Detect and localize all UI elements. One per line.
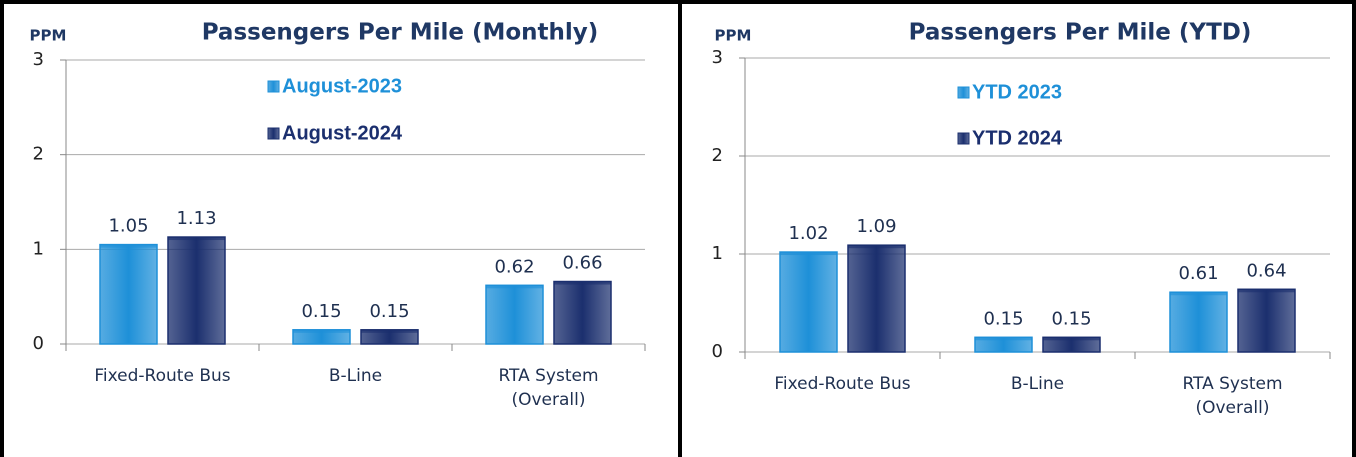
bar-top [1170,292,1227,296]
y-tick-label: 1 [33,238,44,259]
bar-top [780,252,837,256]
x-tick-label: Fixed-Route Bus [774,374,911,394]
legend-label: YTD 2023 [972,81,1062,103]
data-label: 0.15 [301,301,341,322]
x-tick-label: B-Line [1010,374,1065,394]
legend-label: YTD 2024 [972,127,1063,149]
x-tick-label: B-Line [328,366,383,386]
y-tick-label: 1 [712,243,723,264]
data-label: 0.64 [1246,260,1286,281]
bar-top [554,281,611,285]
bar [553,280,612,345]
x-tick-label: RTA System (Overall) [1182,374,1283,418]
y-tick-label: 0 [712,341,723,362]
bar-top [486,285,543,289]
bar [847,244,906,353]
bar-top [100,244,157,248]
x-tick-label: Fixed-Route Bus [94,366,231,386]
panel-border [678,0,1356,457]
data-label: 1.05 [108,216,148,237]
bar [99,243,158,345]
chart-title: Passengers Per Mile (Monthly) [202,20,599,46]
bar [1237,288,1296,353]
y-tick-label: 3 [712,47,723,68]
bar-top [361,329,418,333]
bar [485,284,544,345]
data-label: 0.15 [983,308,1023,329]
legend-marker [957,132,970,145]
chart-title: Passengers Per Mile (YTD) [909,20,1252,46]
data-label: 0.15 [1051,308,1091,329]
legend-marker [267,80,280,93]
legend-marker [957,86,970,99]
legend-label: August-2023 [282,75,402,97]
data-label: 0.66 [562,253,602,274]
y-tick-label: 0 [33,333,44,354]
bar-top [975,337,1032,341]
bar-top [1043,337,1100,341]
data-label: 0.15 [369,301,409,322]
y-axis-label: PPM [715,27,752,45]
bar-top [1238,289,1295,293]
bar-top [293,329,350,333]
bar-top [848,245,905,249]
y-tick-label: 3 [33,49,44,70]
legend-label: August-2024 [282,122,403,144]
y-tick-label: 2 [712,145,723,166]
bar [1169,291,1228,353]
y-axis-label: PPM [30,27,67,45]
data-label: 0.61 [1178,263,1218,284]
data-label: 1.02 [788,223,828,244]
bar [167,236,226,345]
legend-marker [267,127,280,140]
data-label: 1.13 [176,208,216,229]
data-label: 0.62 [494,256,534,277]
bar [779,251,838,353]
y-tick-label: 2 [33,144,44,165]
bar-top [168,237,225,241]
data-label: 1.09 [856,216,896,237]
x-tick-label: RTA System (Overall) [498,366,599,410]
